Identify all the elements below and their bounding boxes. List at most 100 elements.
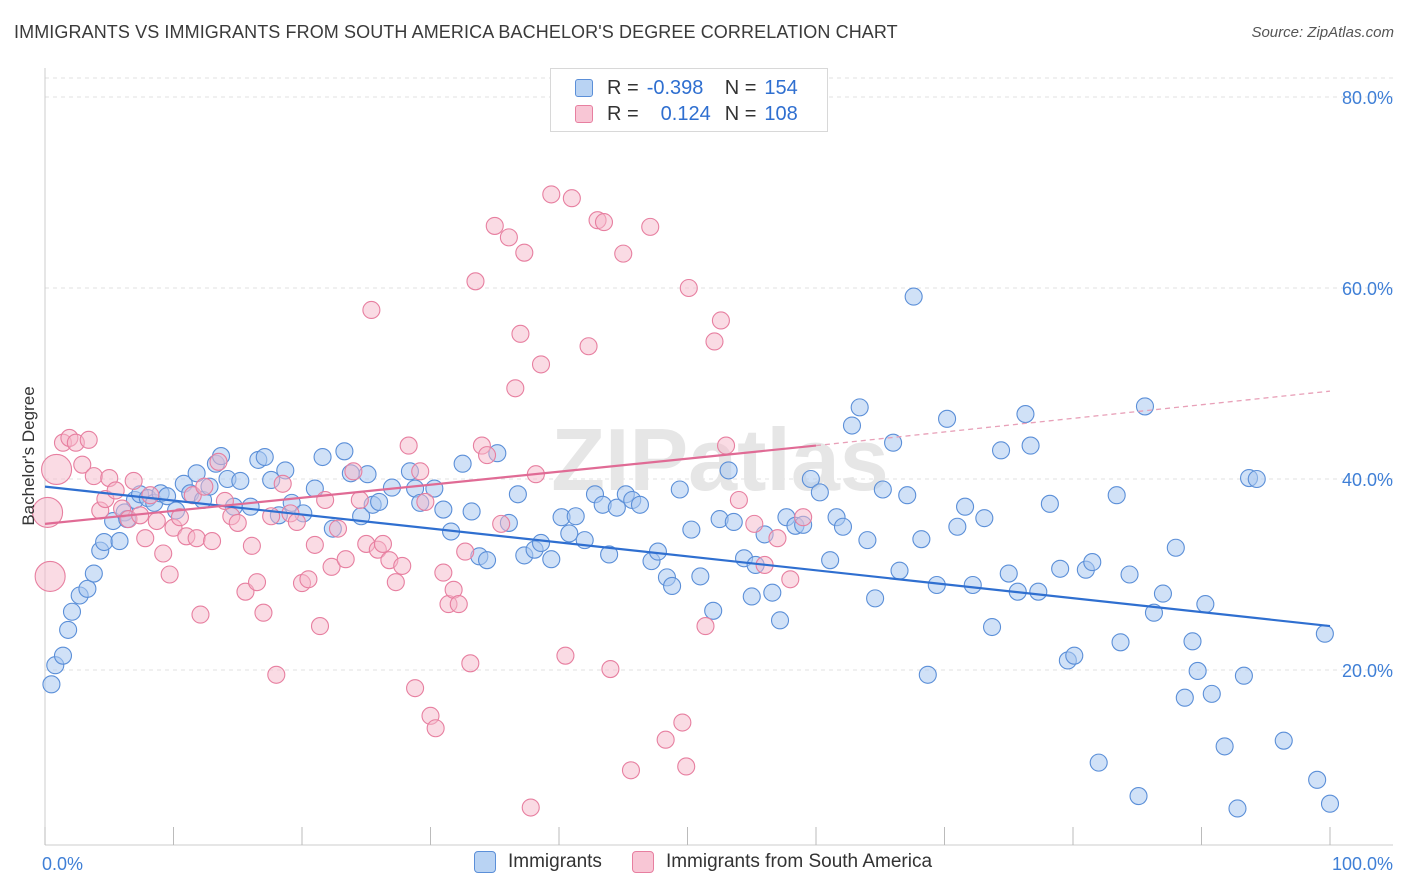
immigrants-point bbox=[742, 587, 761, 606]
south-america-point bbox=[350, 490, 369, 510]
immigrants-point bbox=[1196, 595, 1215, 614]
immigrants-point bbox=[982, 617, 1002, 637]
immigrants-point bbox=[477, 551, 497, 570]
south-america-point bbox=[781, 570, 800, 589]
legend-row-south-america: R = 0.124 N = 108 bbox=[575, 101, 798, 127]
south-america-point bbox=[579, 337, 598, 356]
south-america-point bbox=[426, 719, 445, 738]
immigrants-point bbox=[1040, 494, 1059, 513]
south-america-point bbox=[322, 557, 341, 576]
south-america-point bbox=[679, 278, 698, 298]
immigrants-point bbox=[1029, 582, 1048, 601]
immigrants-point bbox=[42, 675, 61, 694]
south-america-point bbox=[41, 453, 73, 486]
immigrants-point bbox=[62, 602, 82, 621]
series-legend-immigrants[interactable]: Immigrants bbox=[473, 851, 602, 873]
y-tick-label: 60.0% bbox=[1342, 279, 1393, 299]
grid-lines bbox=[45, 77, 1393, 671]
immigrants-point bbox=[84, 564, 103, 583]
immigrants-point bbox=[670, 480, 689, 499]
south-america-point bbox=[511, 324, 530, 343]
south-america-trend-line bbox=[44, 444, 817, 525]
south-america-point bbox=[299, 570, 318, 589]
south-america-point bbox=[416, 492, 435, 511]
south-america-point bbox=[160, 565, 179, 584]
immigrants-point bbox=[187, 464, 206, 483]
immigrants-point bbox=[1107, 486, 1126, 505]
immigrants-point bbox=[1315, 624, 1334, 643]
south-america-point bbox=[203, 532, 222, 551]
immigrants-point bbox=[763, 583, 782, 602]
immigrants-point bbox=[956, 497, 975, 516]
immigrants-point bbox=[600, 545, 619, 564]
south-america-point bbox=[485, 216, 504, 235]
immigrants-point bbox=[948, 517, 967, 536]
south-america-point bbox=[393, 556, 412, 575]
immigrants-point bbox=[1135, 397, 1155, 416]
y-tick-label: 80.0% bbox=[1342, 88, 1393, 108]
immigrants-point bbox=[434, 500, 453, 519]
south-america-point bbox=[195, 477, 214, 496]
tick-labels: 20.0% 40.0% 60.0% 80.0% 0.0% 100.0% Bachelor's… bbox=[19, 88, 1393, 874]
south-america-point bbox=[614, 244, 633, 263]
south-america-point bbox=[656, 730, 675, 749]
legend-swatch-south-america bbox=[575, 105, 593, 123]
immigrants-point bbox=[912, 530, 931, 549]
immigrants-point bbox=[1320, 794, 1340, 813]
south-america-point bbox=[556, 646, 575, 665]
legend-n-value: 108 bbox=[764, 102, 798, 125]
immigrants-point bbox=[1202, 684, 1221, 703]
immigrants-point bbox=[691, 567, 710, 586]
legend-swatch-immigrants bbox=[575, 79, 593, 97]
immigrants-point bbox=[663, 576, 682, 596]
south-america-point bbox=[492, 514, 511, 533]
immigrants-point bbox=[898, 486, 917, 505]
south-america-point bbox=[209, 452, 228, 471]
immigrants-point bbox=[704, 601, 723, 620]
immigrants-point bbox=[858, 531, 877, 550]
south-america-point bbox=[515, 243, 534, 262]
legend-n-value: 154 bbox=[764, 76, 798, 99]
immigrants-point bbox=[255, 447, 274, 467]
immigrants-point bbox=[607, 498, 626, 517]
south-america-point bbox=[84, 467, 103, 486]
immigrants-point bbox=[542, 550, 561, 569]
south-america-point bbox=[287, 512, 306, 532]
immigrants-point bbox=[991, 441, 1011, 460]
immigrants-point bbox=[866, 589, 885, 608]
south-america-point bbox=[506, 379, 525, 398]
immigrants-point bbox=[1228, 799, 1247, 818]
south-america-point bbox=[228, 513, 247, 532]
south-america-point bbox=[434, 563, 453, 582]
south-america-point bbox=[729, 490, 748, 510]
immigrants-point bbox=[999, 564, 1018, 583]
south-america-point bbox=[677, 757, 696, 776]
immigrants-point bbox=[1089, 753, 1108, 772]
immigrants-point bbox=[78, 579, 97, 598]
south-america-point bbox=[242, 536, 261, 555]
immigrants-point bbox=[453, 454, 472, 473]
immigrants-points bbox=[42, 287, 1340, 818]
immigrants-point bbox=[1166, 538, 1185, 557]
south-america-point bbox=[336, 550, 355, 569]
series-legend-south-america[interactable]: Immigrants from South America bbox=[631, 851, 932, 873]
south-america-point bbox=[373, 534, 393, 553]
immigrants-point bbox=[1016, 405, 1035, 424]
immigrants-point bbox=[59, 620, 78, 639]
south-america-point bbox=[499, 228, 518, 247]
south-america-point bbox=[267, 665, 286, 684]
immigrants-point bbox=[566, 507, 585, 526]
immigrants-point bbox=[1065, 646, 1084, 665]
south-america-point bbox=[456, 542, 475, 561]
immigrants-point bbox=[890, 561, 909, 580]
series-legend: Immigrants Immigrants from South America bbox=[0, 851, 1406, 873]
immigrants-point bbox=[1120, 565, 1139, 584]
watermark: ZIPatlas bbox=[551, 410, 888, 509]
immigrants-point bbox=[873, 480, 892, 499]
south-america-point bbox=[542, 185, 561, 204]
south-america-point bbox=[521, 798, 540, 817]
immigrants-point bbox=[963, 575, 982, 595]
immigrants-point bbox=[850, 398, 869, 417]
south-america-point bbox=[170, 508, 189, 527]
south-america-point bbox=[386, 573, 405, 592]
